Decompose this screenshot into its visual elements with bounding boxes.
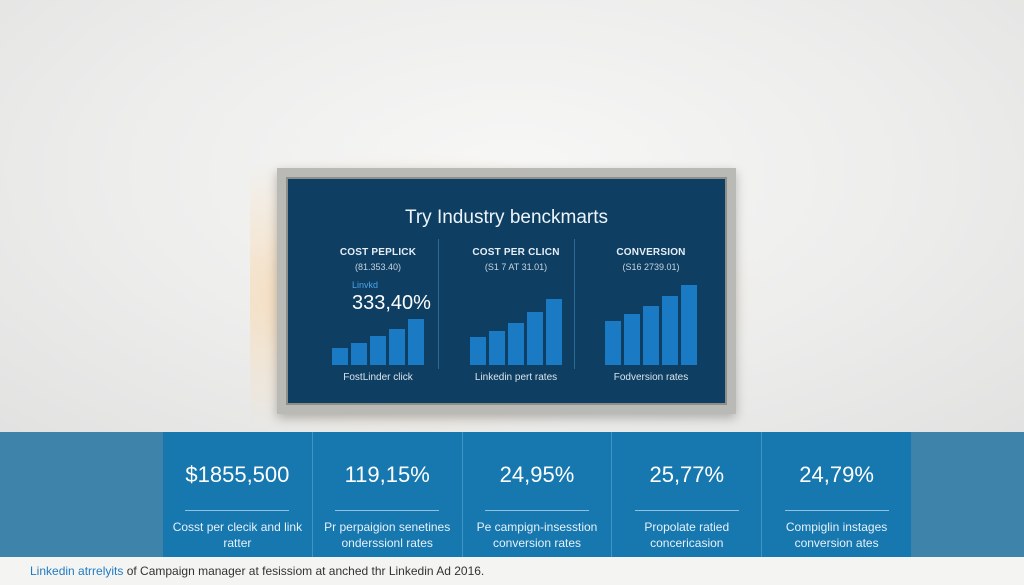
- column-subheading: (S1 7 AT 31.01): [484, 262, 548, 272]
- stat-description: Propolate ratied concericasion: [612, 519, 761, 551]
- stat-card: 24,79% Compiglin instages conversion ate…: [762, 432, 911, 557]
- chart-bar: [470, 337, 486, 365]
- chart-bar: [332, 348, 348, 365]
- column-caption: Linkedin pert rates: [474, 372, 558, 383]
- stat-description: Compiglin instages conversion ates: [762, 519, 911, 551]
- column-heading: CONVERSION: [616, 247, 686, 258]
- footer-caption: Linkedin atrrelyits of Campaign manager …: [0, 557, 1024, 585]
- stat-description-line: conversion rates: [492, 536, 582, 550]
- column-tag: Linvkd: [352, 280, 379, 290]
- stat-description-line: Pr perpaigion senetines: [324, 520, 451, 534]
- footer-text: Linkedin atrrelyits of Campaign manager …: [30, 564, 484, 578]
- chart-bar: [508, 323, 524, 365]
- stat-description-line: ratter: [223, 536, 252, 550]
- chart-bar: [370, 336, 386, 365]
- stat-description: Pe campign-insesstion conversion rates: [463, 519, 612, 551]
- column-conversion: CONVERSION (S16 2739.01) Fodversion rate…: [581, 247, 721, 387]
- chart-bar: [527, 312, 543, 365]
- stat-description: Pr perpaigion senetines onderssionl rate…: [313, 519, 462, 551]
- display-title: Try Industry benckmarts: [404, 207, 609, 228]
- column-heading: COST PEPLICK: [339, 247, 417, 258]
- chart-bar: [681, 285, 697, 365]
- stat-description-line: Pe campign-insesstion: [476, 520, 598, 534]
- stat-description-line: Compiglin instages: [785, 520, 888, 534]
- chart-bar: [489, 331, 505, 365]
- stat-description-line: Propolate ratied: [644, 520, 730, 534]
- stat-divider: [335, 510, 440, 511]
- column-divider: [574, 239, 575, 369]
- chart-bar: [643, 306, 659, 365]
- stat-description-line: Cosst per clecik and link: [172, 520, 303, 534]
- stat-value: 24,79%: [799, 462, 874, 487]
- chart-bar: [408, 319, 424, 365]
- footer-body: of Campaign manager at fesissiom at anch…: [123, 564, 485, 578]
- stat-divider: [185, 510, 290, 511]
- column-caption: FostLinder click: [343, 372, 413, 383]
- stat-value: 119,15%: [344, 462, 430, 487]
- chart-bar: [389, 329, 405, 365]
- stat-description: Cosst per clecik and link ratter: [163, 519, 312, 551]
- bar-group: [308, 319, 448, 365]
- column-divider: [438, 239, 439, 369]
- column-caption: Fodversion rates: [613, 372, 689, 383]
- stat-card: 119,15% Pr perpaigion senetines onderssi…: [313, 432, 463, 557]
- bar-group: [581, 285, 721, 365]
- column-cost-per-click: COST PEPLICK (81.353.40) Linvkd 333,40% …: [308, 247, 448, 387]
- chart-bar: [662, 296, 678, 365]
- stats-panel: $1855,500 Cosst per clecik and link ratt…: [163, 432, 911, 557]
- stat-divider: [634, 510, 739, 511]
- footer-brand: Linkedin atrrelyits: [30, 564, 124, 578]
- stat-description-line: conversion ates: [794, 536, 879, 550]
- column-big-value: 333,40%: [352, 292, 431, 314]
- stat-card: 25,77% Propolate ratied concericasion: [612, 432, 763, 557]
- stat-card: $1855,500 Cosst per clecik and link ratt…: [163, 432, 313, 557]
- bar-group: [446, 299, 586, 365]
- chart-bar: [624, 314, 640, 365]
- column-cost-per-click-2: COST PER CLICN (S1 7 AT 31.01) Linkedin …: [446, 247, 586, 387]
- stat-divider: [484, 510, 590, 511]
- stat-value: 24,95%: [499, 462, 575, 487]
- stat-card: 24,95% Pe campign-insesstion conversion …: [463, 432, 613, 557]
- stat-divider: [784, 510, 889, 511]
- column-subheading: (S16 2739.01): [622, 262, 680, 272]
- stat-value: $1855,500: [185, 462, 290, 487]
- stat-value: 25,77%: [649, 462, 725, 487]
- chart-bar: [351, 343, 367, 365]
- stat-description-line: onderssionl rates: [341, 536, 433, 550]
- stat-description-line: concericasion: [650, 536, 724, 550]
- column-subheading: (81.353.40): [354, 262, 402, 272]
- chart-bar: [546, 299, 562, 365]
- chart-bar: [605, 321, 621, 365]
- column-heading: COST PER CLICN: [472, 247, 560, 258]
- benchmark-display-frame: Try Industry benckmarts COST PEPLICK (81…: [277, 168, 736, 414]
